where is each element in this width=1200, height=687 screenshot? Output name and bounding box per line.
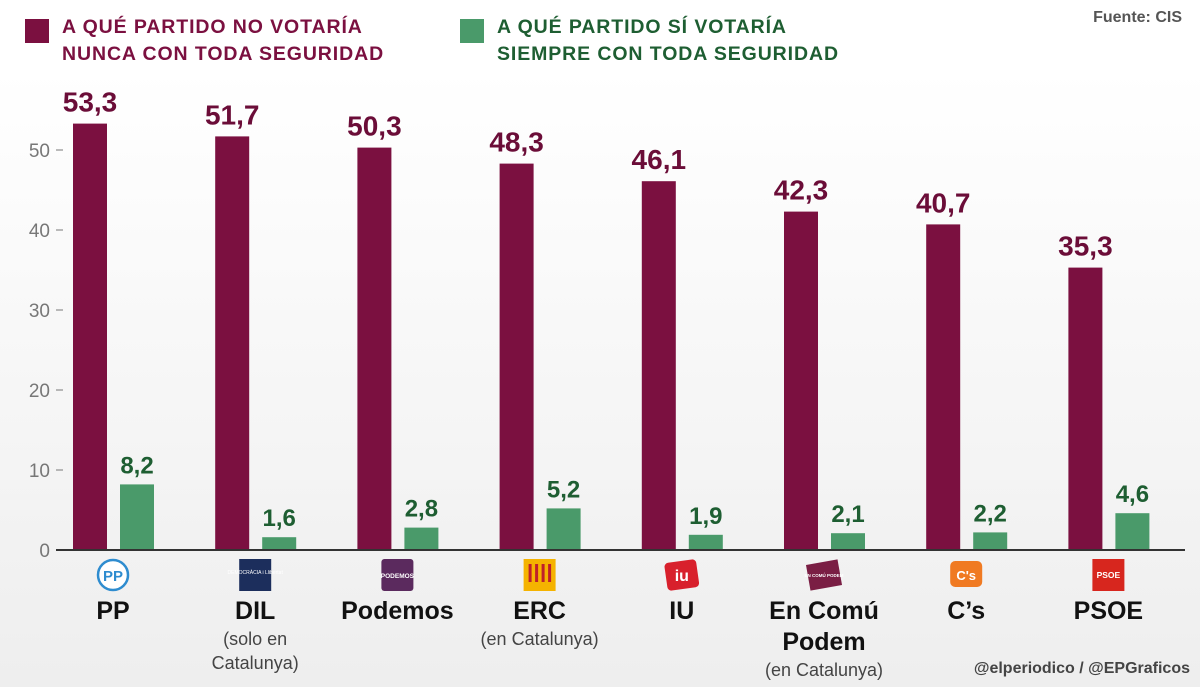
bar-always-value-label: 5,2 [547, 476, 580, 503]
bar-never [499, 163, 534, 550]
bar-always-value-label: 8,2 [120, 452, 153, 479]
bar-always [262, 537, 297, 550]
bar-always [831, 533, 865, 550]
iu-logo-text: iu [675, 568, 689, 585]
cs-logo [950, 561, 983, 587]
y-axis-tick-label: 40 [29, 221, 50, 242]
bar-never-value-label: 46,1 [632, 144, 687, 175]
y-axis-tick-label: 20 [29, 381, 50, 402]
bar-always [973, 532, 1008, 550]
bar-never-value-label: 42,3 [774, 175, 829, 206]
y-axis-tick-label: 0 [39, 541, 50, 562]
erc-logo-stripe [535, 564, 539, 582]
party-note-label: (solo en [223, 629, 288, 649]
credit-handles: @elperiodico / @EPGraficos [973, 660, 1190, 677]
bar-never-value-label: 53,3 [63, 87, 118, 118]
party-note-label: (en Catalunya) [764, 660, 884, 680]
bar-never [215, 136, 250, 550]
bar-always-value-label: 1,9 [689, 503, 722, 530]
party-name-label: DIL [235, 597, 276, 625]
party-name-label: En Comú Podem [769, 597, 879, 656]
legend-label-always: A QUÉ PARTIDO SÍ VOTARÍA SIEMPRE CON TOD… [497, 14, 839, 68]
bar-never [784, 211, 818, 550]
source-note: Fuente: CIS [1093, 9, 1182, 26]
party-note-label: (en Catalunya) [480, 629, 599, 649]
cs-logo-text: C's [956, 568, 976, 583]
party-name-label: PSOE [1073, 597, 1144, 625]
y-axis-tick-label: 10 [29, 461, 50, 482]
bar-always [688, 534, 723, 550]
legend-swatch-always [460, 19, 484, 43]
psoe-logo [1092, 559, 1125, 591]
bar-always-value-label: 4,6 [1116, 481, 1149, 508]
podemos-logo-text: PODEMOS [381, 573, 415, 580]
bar-always [120, 484, 154, 550]
bar-never [926, 224, 961, 550]
bar-always-value-label: 2,8 [405, 496, 438, 523]
party-name-label: IU [669, 597, 695, 625]
bar-never [73, 123, 107, 550]
iu-logo [664, 559, 700, 591]
party-name-label: C’s [947, 597, 986, 625]
bar-always-value-label: 1,6 [263, 505, 296, 532]
legend-label-always-line2: SIEMPRE CON TODA SEGURIDAD [497, 43, 839, 65]
y-axis-tick-label: 30 [29, 301, 50, 322]
legend-label-never: A QUÉ PARTIDO NO VOTARÍA NUNCA CON TODA … [62, 14, 384, 68]
party-note-label: Catalunya) [211, 653, 299, 673]
erc-logo-stripe [548, 564, 552, 582]
bar-never-value-label: 40,7 [916, 187, 971, 218]
en-comu-podem-logo [805, 559, 843, 591]
en-comu-podem-logo-text: EN COMÚ PODEM [804, 572, 843, 578]
bar-always [404, 527, 439, 550]
party-name-label: Podemos [341, 597, 454, 625]
erc-logo-stripe [528, 564, 532, 582]
bar-never [1068, 267, 1103, 550]
legend-label-never-line1: A QUÉ PARTIDO NO VOTARÍA [62, 16, 363, 38]
bar-never-value-label: 51,7 [205, 99, 260, 130]
bar-always-value-label: 2,1 [831, 501, 864, 528]
party-name-label: PP [96, 597, 130, 625]
pp-logo-text: PP [103, 568, 123, 585]
dil-logo [239, 559, 272, 591]
bar-never-value-label: 35,3 [1058, 231, 1113, 262]
bar-always-value-label: 2,2 [974, 500, 1007, 527]
dil-logo-text: DEMOCRÀCIA i Llibertat [228, 569, 284, 576]
legend-label-never-line2: NUNCA CON TODA SEGURIDAD [62, 43, 385, 65]
podemos-logo [381, 559, 414, 591]
bar-never-value-label: 48,3 [489, 127, 544, 158]
bar-always [546, 508, 581, 550]
y-axis-tick-label: 50 [29, 141, 50, 162]
bar-never [357, 147, 392, 550]
erc-logo-stripe [541, 564, 545, 582]
legend-swatch-never [25, 19, 49, 43]
bar-never [641, 181, 676, 550]
legend-label-always-line1: A QUÉ PARTIDO SÍ VOTARÍA [497, 16, 787, 38]
psoe-logo-text: PSOE [1097, 570, 1121, 580]
bar-never-value-label: 50,3 [347, 111, 402, 142]
pp-logo [96, 558, 130, 592]
party-name-label: ERC [513, 597, 566, 625]
bar-always [1115, 513, 1150, 550]
